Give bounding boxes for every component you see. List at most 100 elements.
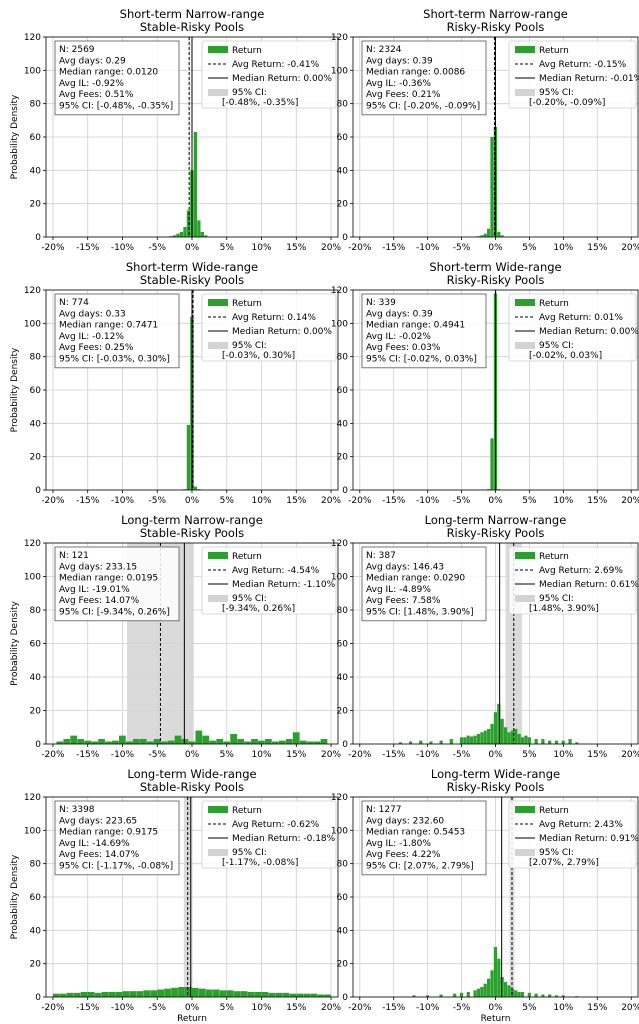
plot-area [183,290,201,490]
plot-area [476,37,504,237]
y-tick-label: 20 [30,453,42,463]
histogram-bar [265,738,272,744]
histogram-bar [212,989,220,997]
y-tick-label: 120 [331,33,348,43]
histogram-bar [398,742,402,744]
x-tick-label: 10% [252,750,272,760]
legend-swatch-return [515,552,535,559]
y-tick-label: 100 [331,573,348,583]
plot-area [52,797,331,997]
x-tick-label: 15% [286,1003,306,1013]
x-tick-label: 5% [522,750,537,760]
histogram-bars [412,947,579,997]
stats-line: Avg Fees: 0.03% [366,343,441,353]
histogram-bar [487,728,491,744]
x-tick-label: -20% [348,496,372,506]
legend-label-avg: Avg Return: -0.41% [232,60,320,70]
legend-label-median: Median Return: 0.00% [232,74,332,84]
stats-line: Avg IL: -1.80% [366,839,431,849]
histogram-bar [183,227,187,237]
legend-label-ci: 95% CI: [232,848,267,858]
legend-swatch-ci [208,342,228,349]
x-tick-label: -20% [41,243,65,253]
x-tick-label: -5% [148,1003,166,1013]
histogram-bar [172,235,177,237]
panel-title-line: Risky-Risky Pools [447,20,545,34]
stats-line: N: 387 [366,551,396,561]
panel-title-line: Long-term Wide-range [431,767,560,781]
histogram-bar [408,741,413,744]
histogram-bar [167,740,175,744]
x-tick-label: 0% [185,243,200,253]
histogram-bar [548,994,552,997]
legend-label-ci-range: [-0.02%, 0.03%] [529,351,602,361]
histogram-bar [483,233,487,237]
y-tick-label: 60 [30,640,42,650]
histogram-bar [541,738,545,744]
x-tick-label: -10% [111,243,135,253]
histogram-bar [139,738,147,744]
y-tick-label: 80 [337,860,349,870]
stats-line: 95% CI: [-0.03%, 0.30%] [59,355,170,365]
histogram-bar [490,438,494,490]
y-tick-label: 100 [331,826,348,836]
plot-area [487,290,501,490]
histogram-bar [226,990,234,997]
y-tick-label: 20 [337,453,349,463]
legend: Return Avg Return: -0.15% Median Return: -… [508,40,639,109]
histogram-bar [216,738,224,744]
x-tick-label: 20% [321,243,341,253]
stats-line: Avg Fees: 4.22% [366,850,441,860]
y-tick-label: 120 [24,33,41,43]
histogram-bar [490,723,494,744]
legend-label-avg: Avg Return: 0.01% [539,313,623,323]
x-tick-label: 15% [286,496,306,506]
legend-label-ci: 95% CI: [232,594,267,604]
histogram-bar [122,991,130,997]
x-tick-label: 10% [252,1003,272,1013]
histogram-bar [193,486,198,490]
panel-title-line: Stable-Risky Pools [140,526,244,540]
histogram-bar [466,992,470,997]
stats-box-frame [361,40,487,116]
legend-label-avg: Avg Return: 2.43% [539,820,623,830]
histogram-bars [487,293,501,490]
legend-swatch-ci [208,595,228,602]
legend-swatch-return [208,299,228,306]
legend-label-ci: 95% CI: [232,88,267,98]
y-tick-label: 60 [337,133,349,143]
histogram-bar [507,985,511,997]
x-tick-label: 0% [488,1003,503,1013]
legend-swatch-return [515,46,535,53]
y-tick-label: 100 [24,826,41,836]
histogram-bar [181,738,189,744]
stats-line: Avg Fees: 14.07% [59,596,140,606]
panel-title-line: Risky-Risky Pools [447,780,545,794]
x-tick-label: -15% [76,243,100,253]
histogram-bar [132,738,140,744]
histogram-bar [247,992,255,997]
panel-title-line: Risky-Risky Pools [447,526,545,540]
histogram-bar [503,982,508,997]
x-tick-label: 10% [553,1003,573,1013]
histogram-bar [493,947,497,997]
y-tick-label: 60 [337,640,349,650]
x-tick-label: -5% [148,750,166,760]
y-tick-label: 100 [331,66,348,76]
y-tick-label: 80 [30,860,42,870]
legend: Return Avg Return: -0.62% Median Return: -… [201,800,337,869]
histogram-bar [174,735,182,744]
histogram-bar [425,995,430,997]
x-tick-label: 0% [185,750,200,760]
histogram-bar [419,740,423,744]
histogram-bar [77,738,85,744]
y-tick-label: 80 [30,606,42,616]
histogram-bar [56,741,64,744]
panel-title-line: Long-term Narrow-range [425,513,567,527]
histogram-bar [84,740,91,744]
x-tick-label: 20% [621,496,639,506]
